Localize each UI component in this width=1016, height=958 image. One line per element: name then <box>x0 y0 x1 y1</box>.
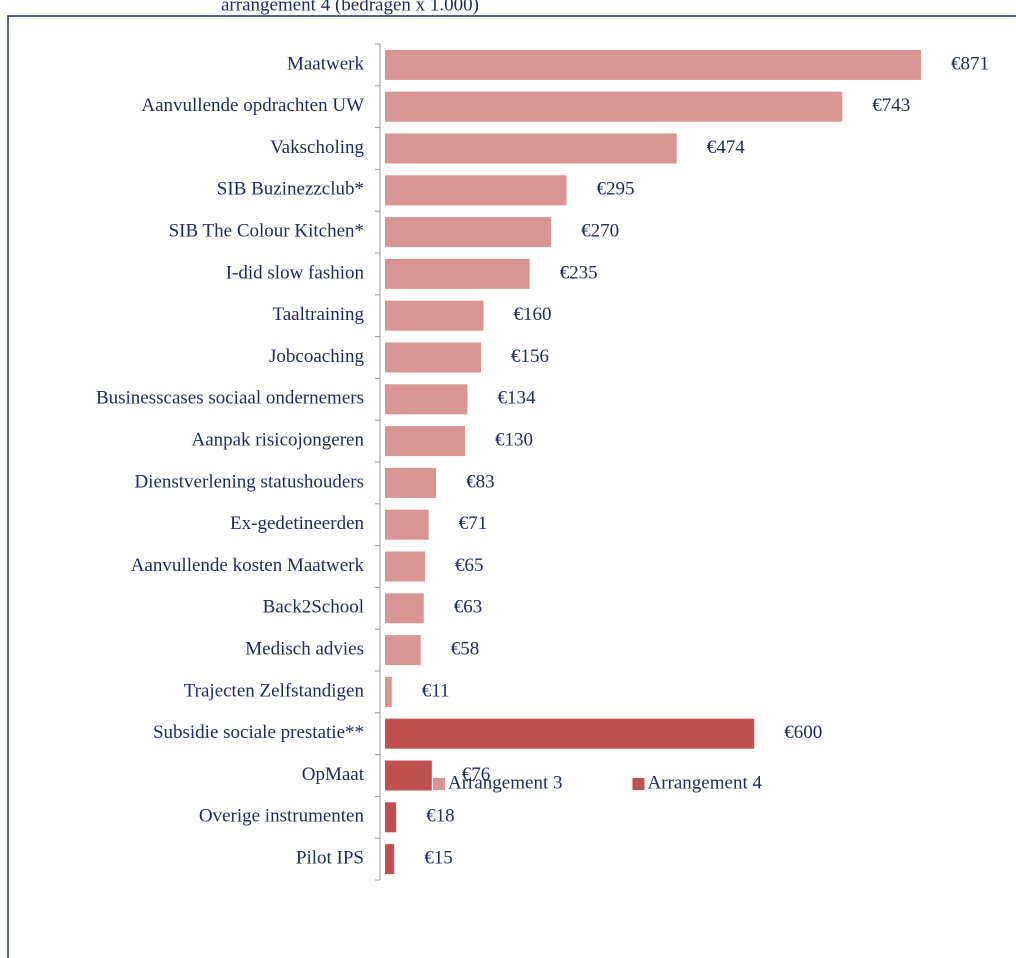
legend-swatch <box>433 778 445 790</box>
category-label: Aanvullende opdrachten UW <box>141 95 364 116</box>
data-label: €76 <box>462 764 491 785</box>
bar <box>385 844 395 875</box>
chart-subtitle: arrangement 4 (bedragen x 1.000) <box>221 0 479 15</box>
category-label: Aanpak risicojongeren <box>191 429 364 450</box>
data-label: €134 <box>497 388 536 409</box>
bar <box>385 635 421 666</box>
bar <box>385 217 552 248</box>
bar <box>385 91 843 122</box>
bar <box>385 676 392 707</box>
bar <box>385 467 437 498</box>
legend-label: Arrangement 3 <box>448 772 562 793</box>
data-label: €18 <box>426 806 455 827</box>
data-label: €600 <box>784 722 822 743</box>
bar <box>385 384 468 415</box>
bar <box>385 802 397 833</box>
bar <box>385 49 921 80</box>
bar <box>385 258 530 289</box>
category-label: Vakscholing <box>270 137 364 158</box>
category-label: SIB The Colour Kitchen* <box>169 220 364 241</box>
data-label: €11 <box>422 680 450 701</box>
data-label: €15 <box>424 847 453 868</box>
bar <box>385 426 465 457</box>
bar <box>385 342 481 373</box>
category-label: Businesscases sociaal ondernemers <box>96 388 364 409</box>
category-label: Dienstverlening statushouders <box>134 471 364 492</box>
bar <box>385 760 432 791</box>
bar <box>385 175 567 206</box>
category-label: Aanvullende kosten Maatwerk <box>131 555 365 576</box>
data-label: €83 <box>466 471 495 492</box>
category-label: Medisch advies <box>245 638 364 659</box>
legend-label: Arrangement 4 <box>647 772 762 793</box>
bar <box>385 133 677 164</box>
bar <box>385 300 484 331</box>
bar <box>385 551 425 582</box>
category-label: Maatwerk <box>287 53 365 74</box>
bar <box>385 718 755 749</box>
category-label: Subsidie sociale prestatie** <box>153 722 364 743</box>
data-label: €160 <box>513 304 551 325</box>
data-label: €65 <box>455 555 484 576</box>
category-label: Back2School <box>263 597 364 618</box>
data-label: €235 <box>560 262 598 283</box>
data-label: €474 <box>707 137 746 158</box>
data-label: €270 <box>581 220 619 241</box>
category-label: I-did slow fashion <box>226 262 365 283</box>
chart-frame <box>7 15 1016 958</box>
bar <box>385 593 424 624</box>
legend-swatch <box>632 778 645 790</box>
category-label: SIB Buzinezzclub* <box>217 179 364 200</box>
category-label: Trajecten Zelfstandigen <box>184 680 365 701</box>
category-label: Taaltraining <box>272 304 364 325</box>
category-label: Pilot IPS <box>296 847 364 868</box>
category-label: Overige instrumenten <box>199 806 365 827</box>
data-label: €743 <box>872 95 910 116</box>
category-label: Jobcoaching <box>269 346 364 367</box>
data-label: €71 <box>459 513 488 534</box>
category-label: Ex-gedetineerden <box>230 513 364 534</box>
data-label: €295 <box>597 179 635 200</box>
data-label: €871 <box>951 53 989 74</box>
data-label: €63 <box>454 597 483 618</box>
data-label: €130 <box>495 429 533 450</box>
data-label: €156 <box>511 346 549 367</box>
data-label: €58 <box>451 638 480 659</box>
category-label: OpMaat <box>302 764 365 785</box>
bar <box>385 509 429 540</box>
